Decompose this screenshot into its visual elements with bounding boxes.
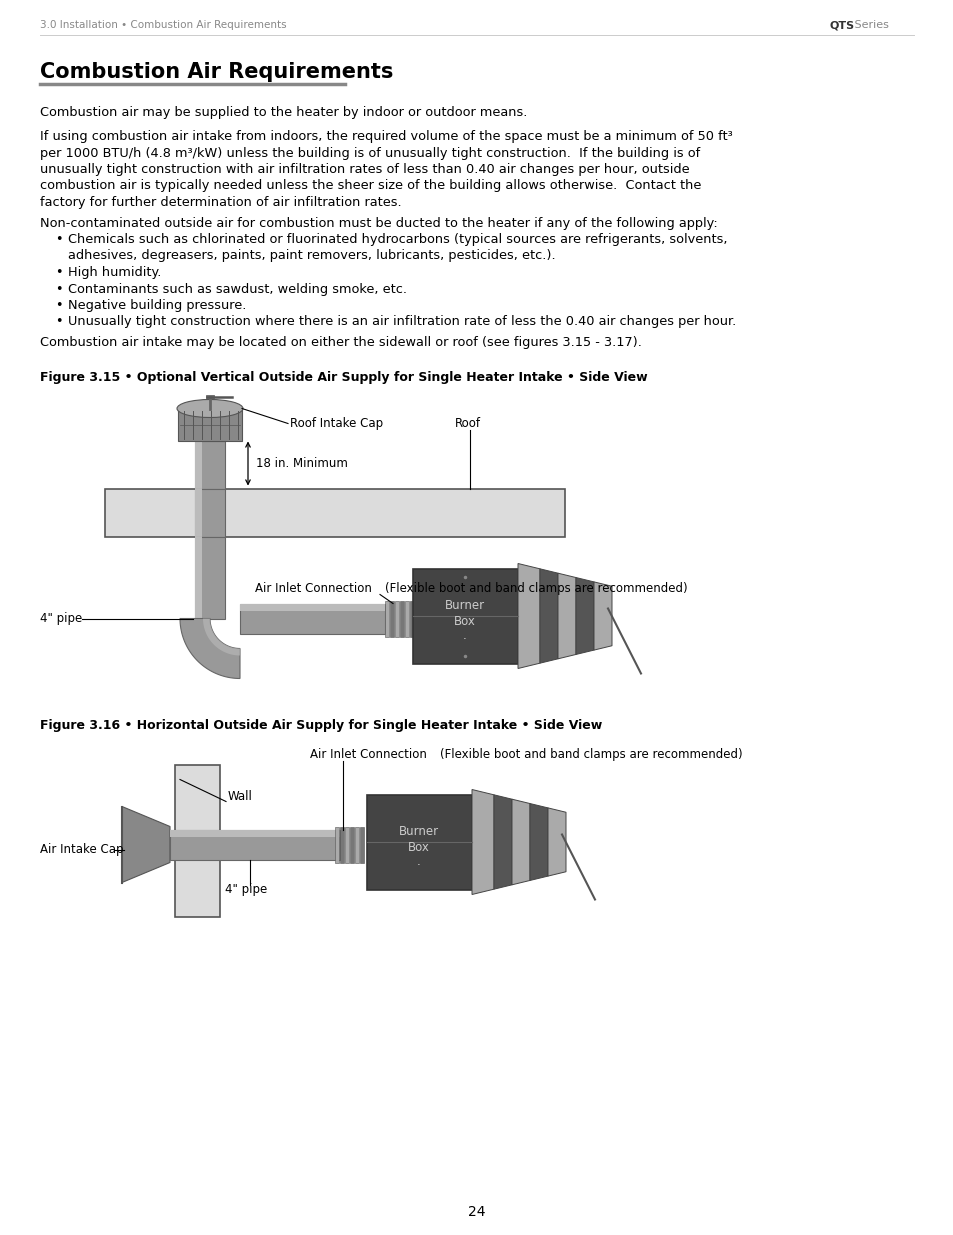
Bar (240, 604, 385, 610)
Text: Air Inlet Connection: Air Inlet Connection (254, 582, 372, 595)
Bar (413, 568, 517, 663)
Polygon shape (539, 569, 558, 663)
Text: Chemicals such as chlorinated or fluorinated hydrocarbons (typical sources are r: Chemicals such as chlorinated or fluorin… (68, 233, 727, 246)
Text: Roof: Roof (455, 417, 480, 430)
Text: Series: Series (850, 20, 888, 30)
Text: Box: Box (408, 841, 430, 853)
Bar (206, 394, 213, 398)
Bar (194, 489, 202, 536)
Bar (194, 536, 225, 619)
Text: •: • (55, 299, 63, 312)
Bar (395, 600, 399, 636)
Text: Air Intake Cap: Air Intake Cap (40, 844, 123, 856)
Text: Unusually tight construction where there is an air infiltration rate of less the: Unusually tight construction where there… (68, 315, 736, 329)
Bar (170, 830, 339, 860)
Text: Figure 3.16 • Horizontal Outside Air Supply for Single Heater Intake • Side View: Figure 3.16 • Horizontal Outside Air Sup… (40, 719, 601, 731)
Text: 18 in. Minimum: 18 in. Minimum (255, 457, 348, 471)
Bar (194, 536, 202, 619)
Text: If using combustion air intake from indoors, the required volume of the space mu: If using combustion air intake from indo… (40, 130, 732, 143)
Polygon shape (530, 804, 547, 881)
Text: Contaminants such as sawdust, welding smoke, etc.: Contaminants such as sawdust, welding sm… (68, 283, 407, 295)
Text: Non-contaminated outside air for combustion must be ducted to the heater if any : Non-contaminated outside air for combust… (40, 216, 717, 230)
Bar (194, 489, 225, 536)
Text: Negative building pressure.: Negative building pressure. (68, 299, 246, 312)
Bar (410, 600, 414, 636)
Text: Combustion air may be supplied to the heater by indoor or outdoor means.: Combustion air may be supplied to the he… (40, 106, 527, 119)
Bar (405, 600, 409, 636)
Text: Burner: Burner (444, 599, 484, 613)
Text: •: • (55, 233, 63, 246)
Text: .: . (416, 855, 420, 868)
Bar (390, 600, 395, 636)
Bar (174, 764, 220, 916)
Text: .: . (462, 629, 466, 642)
Bar (335, 826, 339, 862)
Text: combustion air is typically needed unless the sheer size of the building allows : combustion air is typically needed unles… (40, 179, 700, 193)
Text: Burner: Burner (398, 825, 438, 839)
Text: (Flexible boot and band clamps are recommended): (Flexible boot and band clamps are recom… (385, 582, 687, 595)
Bar (345, 826, 349, 862)
Polygon shape (494, 795, 512, 889)
Bar (350, 826, 355, 862)
Bar (170, 830, 339, 836)
Text: per 1000 BTU/h (4.8 m³/kW) unless the building is of unusually tight constructio: per 1000 BTU/h (4.8 m³/kW) unless the bu… (40, 147, 700, 159)
Polygon shape (517, 563, 539, 668)
Text: 4" pipe: 4" pipe (40, 613, 82, 625)
Bar (105, 489, 564, 536)
Text: Box: Box (454, 615, 476, 629)
Bar (385, 600, 389, 636)
Bar (240, 604, 385, 634)
Bar (359, 826, 364, 862)
Text: •: • (55, 266, 63, 279)
Text: 3.0 Installation • Combustion Air Requirements: 3.0 Installation • Combustion Air Requir… (40, 20, 286, 30)
Polygon shape (122, 806, 170, 883)
Polygon shape (180, 619, 240, 678)
Polygon shape (558, 573, 576, 658)
Text: 4" pipe: 4" pipe (225, 883, 267, 897)
Bar (194, 441, 202, 489)
Bar (194, 441, 225, 489)
Text: unusually tight construction with air infiltration rates of less than 0.40 air c: unusually tight construction with air in… (40, 163, 689, 177)
Bar (367, 794, 472, 889)
Polygon shape (512, 799, 530, 884)
Text: Figure 3.15 • Optional Vertical Outside Air Supply for Single Heater Intake • Si: Figure 3.15 • Optional Vertical Outside … (40, 370, 647, 384)
Text: Combustion air intake may be located on either the sidewall or roof (see figures: Combustion air intake may be located on … (40, 336, 641, 350)
Bar (399, 600, 404, 636)
Text: 24: 24 (468, 1205, 485, 1219)
Polygon shape (203, 619, 240, 656)
Bar (178, 409, 242, 441)
Polygon shape (547, 808, 565, 876)
Bar (355, 826, 359, 862)
Text: Roof Intake Cap: Roof Intake Cap (290, 417, 383, 430)
Bar (339, 826, 344, 862)
Text: factory for further determination of air infiltration rates.: factory for further determination of air… (40, 196, 401, 209)
Polygon shape (576, 578, 594, 655)
Text: •: • (55, 315, 63, 329)
Polygon shape (472, 789, 494, 894)
Ellipse shape (177, 399, 243, 417)
Text: Air Inlet Connection: Air Inlet Connection (310, 748, 426, 761)
Text: Combustion Air Requirements: Combustion Air Requirements (40, 62, 393, 82)
Text: High humidity.: High humidity. (68, 266, 161, 279)
Text: •: • (55, 283, 63, 295)
Text: adhesives, degreasers, paints, paint removers, lubricants, pesticides, etc.).: adhesives, degreasers, paints, paint rem… (68, 249, 555, 263)
Polygon shape (594, 582, 612, 650)
Text: (Flexible boot and band clamps are recommended): (Flexible boot and band clamps are recom… (439, 748, 741, 761)
Text: QTS: QTS (829, 20, 854, 30)
Text: Wall: Wall (228, 790, 253, 803)
